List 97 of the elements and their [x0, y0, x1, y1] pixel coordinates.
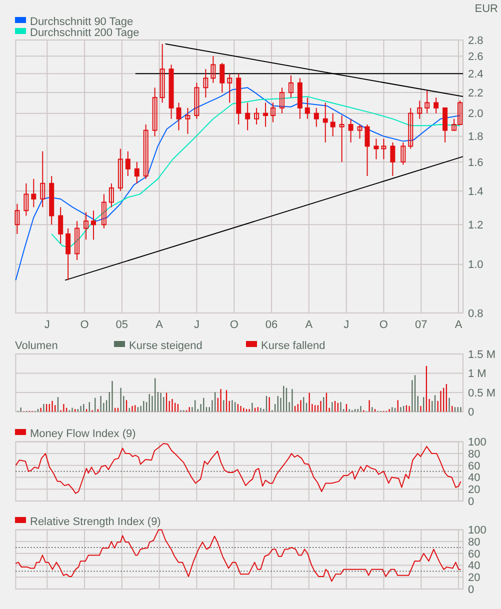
x-tick-label: A [454, 319, 463, 331]
candlestick [74, 220, 80, 261]
candlestick [279, 87, 284, 114]
candlestick [210, 56, 216, 84]
x-tick-label: O [379, 319, 388, 331]
x-tick-label: 05 [116, 319, 128, 331]
candlestick [348, 118, 354, 143]
y-tick-label: 60 [468, 460, 480, 472]
candlestick [314, 107, 319, 128]
x-tick-label: 07 [414, 319, 428, 331]
candlestick [381, 138, 386, 160]
y-tick-label: 1.4 [468, 186, 484, 198]
y-tick-label: 40 [468, 560, 480, 572]
candlestick [442, 107, 448, 143]
y-tick-label: 2.8 [468, 34, 484, 47]
y-tick-label: 2.4 [468, 68, 484, 80]
x-tick-label: J [344, 319, 350, 331]
legend-label: Relative Strength Index (9) [30, 516, 161, 528]
y-tick-label: 0 [468, 406, 474, 419]
x-tick-label: 06 [265, 319, 278, 331]
candlestick [24, 182, 29, 216]
candlestick [408, 107, 414, 150]
candlestick [374, 138, 379, 160]
y-tick-label: 2.2 [468, 87, 484, 100]
candlestick [90, 210, 96, 240]
y-tick-label: 1.5 M [468, 348, 496, 361]
candlestick [357, 124, 362, 140]
x-tick-label: A [305, 319, 314, 331]
candlestick [176, 102, 182, 131]
y-tick-label: 0 [468, 496, 474, 508]
y-tick-label: 2.0 [468, 108, 484, 120]
y-tick-label: 1.8 [468, 131, 484, 144]
candlestick [134, 161, 140, 184]
y-tick-label: 80 [468, 536, 480, 548]
candlestick [118, 148, 123, 192]
candlestick [417, 100, 422, 120]
candlestick [40, 150, 46, 208]
legend-label: Kurse steigend [129, 340, 202, 352]
y-tick-label: 0 [468, 584, 474, 596]
candlestick [194, 82, 200, 120]
x-tick-label: J [194, 319, 200, 331]
x-tick-label: O [80, 319, 90, 331]
candlestick [424, 90, 430, 114]
candlestick [390, 142, 396, 177]
candlestick [31, 178, 36, 208]
candlestick [304, 97, 310, 120]
y-tick-label: 40 [468, 472, 480, 484]
candlestick [160, 43, 165, 104]
candlestick [143, 124, 148, 180]
y-tick-label: 1 M [468, 368, 486, 380]
candlestick [330, 112, 336, 137]
candlestick [66, 228, 71, 281]
candlestick [434, 97, 439, 114]
y-tick-label: 20 [468, 484, 480, 496]
line-series [15, 87, 461, 281]
candlestick [84, 212, 89, 240]
x-tick-label: O [230, 319, 239, 331]
line-series [15, 442, 462, 494]
candlestick [227, 73, 232, 104]
y-axis-title: EUR [474, 3, 498, 15]
candlestick [58, 206, 64, 244]
candlestick [101, 194, 106, 229]
candlestick [108, 182, 114, 208]
y-tick-label: 60 [468, 548, 480, 560]
candlestick [125, 150, 130, 177]
y-tick-label: 20 [468, 572, 480, 584]
candlestick [322, 102, 328, 143]
candlestick [14, 203, 20, 234]
candlestick [152, 87, 158, 137]
y-tick-label: 1.2 [468, 219, 484, 232]
x-tick-label: J [44, 319, 50, 331]
y-tick-label: 2.6 [468, 51, 484, 63]
candlestick [400, 142, 406, 166]
y-tick-label: 100 [468, 436, 486, 449]
y-tick-label: 0.8 [468, 308, 484, 320]
candlestick [254, 107, 260, 125]
candlestick [203, 68, 208, 98]
y-tick-label: 0.5 M [468, 387, 496, 400]
legend-label: Durchschnitt 200 Tage [30, 26, 140, 39]
line-series [15, 529, 462, 582]
candlestick [364, 124, 370, 177]
candlestick [339, 115, 344, 162]
legend-label: Kurse fallend [261, 340, 326, 352]
y-tick-label: 1.6 [468, 156, 484, 169]
candlestick [245, 102, 250, 131]
candlestick [185, 107, 190, 134]
y-tick-label: 100 [468, 524, 486, 537]
x-tick-label: A [156, 319, 164, 331]
y-tick-label: 1.0 [468, 259, 484, 272]
candlestick [270, 102, 276, 123]
candlestick [288, 74, 294, 98]
y-tick-label: 80 [468, 448, 480, 460]
chart-title: Volumen [15, 340, 58, 352]
candlestick [220, 62, 225, 94]
legend-label: Money Flow Index (9) [30, 428, 136, 440]
legend-label: Durchschnitt 90 Tage [30, 16, 134, 28]
candlestick [263, 102, 268, 128]
